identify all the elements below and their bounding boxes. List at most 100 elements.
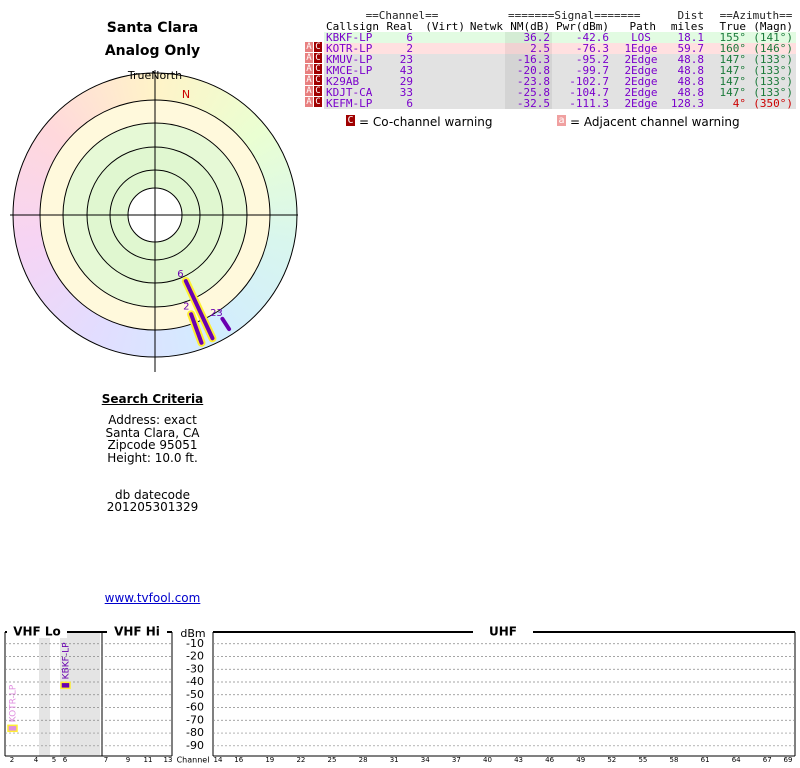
cell-real: 23 — [399, 53, 413, 66]
column-header: (Magn) — [753, 20, 793, 33]
column-group: ==Channel== — [365, 9, 439, 22]
row-background — [324, 76, 796, 87]
cell-real: 6 — [406, 31, 413, 44]
section-gap — [473, 626, 533, 638]
cell-nm: -16.3 — [516, 53, 550, 66]
band-shade — [39, 632, 50, 756]
row-background — [324, 54, 796, 65]
y-tick-label: -60 — [186, 701, 204, 714]
signal-marker — [60, 681, 71, 690]
x-tick-label: 34 — [421, 756, 430, 764]
cell-magn: (146°) — [753, 42, 793, 55]
cell-path: 1Edge — [624, 42, 658, 55]
criteria-title: Search Criteria — [101, 392, 204, 406]
signal-bar — [189, 312, 204, 345]
nm-shade — [505, 65, 552, 76]
y-tick-label: -30 — [186, 662, 204, 675]
cell-nm: 36.2 — [523, 31, 551, 44]
column-header: Pwr(dBm) — [556, 20, 609, 33]
warning-icon: A — [305, 64, 313, 74]
warning-icon: C — [314, 42, 322, 52]
x-tick-label: 25 — [328, 756, 337, 764]
polar-plot: TrueNorth N 6 2 23 — [10, 69, 298, 372]
channel-label: 6 — [177, 269, 183, 280]
warning-icon: A — [305, 75, 313, 85]
cell-pwr: -111.3 — [569, 97, 609, 110]
x-tick-label: 52 — [607, 756, 616, 764]
x-tick-label: 46 — [545, 756, 554, 764]
row-background — [324, 87, 796, 98]
channel-label: 2 — [183, 302, 189, 313]
cell-true: 155° — [719, 31, 747, 44]
cell-path: LOS — [631, 31, 651, 44]
title: Santa Clara — [106, 20, 199, 36]
cell-nm: -32.5 — [516, 97, 550, 110]
nm-shade — [505, 54, 552, 65]
row-background — [324, 65, 796, 76]
site-link[interactable]: www.tvfool.com — [104, 591, 201, 605]
cell-dist: 48.8 — [677, 75, 705, 88]
x-tick-label: 22 — [296, 756, 305, 764]
nm-shade — [505, 32, 552, 43]
x-tick-label: 40 — [483, 756, 492, 764]
cell-magn: (350°) — [753, 97, 793, 110]
subtitle: Analog Only — [104, 43, 201, 59]
cell-callsign: KDJT-CA — [326, 86, 373, 99]
cell-magn: (133°) — [753, 86, 793, 99]
cell-dist: 48.8 — [677, 86, 705, 99]
nm-shade — [505, 87, 552, 98]
section-title: VHF Hi — [114, 625, 160, 639]
cell-true: 160° — [719, 42, 747, 55]
cell-dist: 48.8 — [677, 53, 705, 66]
x-tick-label: 13 — [164, 756, 173, 764]
column-header: Real — [386, 20, 414, 33]
column-header: Callsign — [326, 20, 379, 33]
cell-dist: 48.8 — [677, 64, 705, 77]
signal-marker — [7, 724, 18, 733]
north-marker: N — [182, 88, 190, 101]
cell-real: 29 — [399, 75, 413, 88]
column-header: NM(dB) — [510, 20, 550, 33]
warning-icon: C — [314, 53, 322, 63]
legend-text: = Co-channel warning — [359, 115, 493, 129]
cell-path: 2Edge — [624, 64, 658, 77]
legend-icon: C — [346, 115, 355, 126]
cell-nm: -25.8 — [516, 86, 550, 99]
criteria-line: Address: exact — [108, 413, 197, 427]
column-header: (Virt) — [425, 20, 465, 33]
warning-icon: C — [314, 64, 322, 74]
cell-true: 147° — [719, 75, 747, 88]
cell-callsign: KBKF-LP — [326, 31, 373, 44]
x-tick-label: 55 — [638, 756, 647, 764]
cell-path: 2Edge — [624, 97, 658, 110]
cell-pwr: -104.7 — [569, 86, 609, 99]
criteria-line: Height: 10.0 ft. — [107, 450, 198, 465]
warning-icon: C — [314, 75, 322, 85]
row-background — [324, 98, 796, 109]
cell-nm: -23.8 — [516, 75, 550, 88]
x-tick-label: 5 — [52, 756, 56, 764]
cell-callsign: KMCE-LP — [326, 64, 373, 77]
cell-real: 6 — [406, 97, 413, 110]
cell-true: 147° — [719, 86, 747, 99]
signal-bar — [183, 279, 215, 341]
warning-icon: C — [314, 86, 322, 96]
nm-shade — [505, 43, 552, 54]
cell-pwr: -102.7 — [569, 75, 609, 88]
y-tick-label: -80 — [186, 726, 204, 739]
station-table: ==Channel== =======Signal======= Dist ==Azi… — [0, 0, 800, 130]
legend-text: = Adjacent channel warning — [570, 115, 740, 129]
section-gap — [107, 626, 167, 638]
channel-label: 23 — [210, 308, 223, 319]
cell-real: 2 — [406, 42, 413, 55]
column-group: =======Signal======= — [508, 9, 641, 22]
x-axis-label: Channel — [177, 756, 210, 765]
x-tick-label: 69 — [784, 756, 793, 764]
cell-real: 43 — [399, 64, 413, 77]
cell-true: 4° — [732, 97, 746, 110]
x-tick-label: 11 — [144, 756, 153, 764]
cell-nm: -20.8 — [516, 64, 550, 77]
x-tick-label: 6 — [63, 756, 68, 764]
datecode-label: db datecode — [114, 488, 191, 502]
